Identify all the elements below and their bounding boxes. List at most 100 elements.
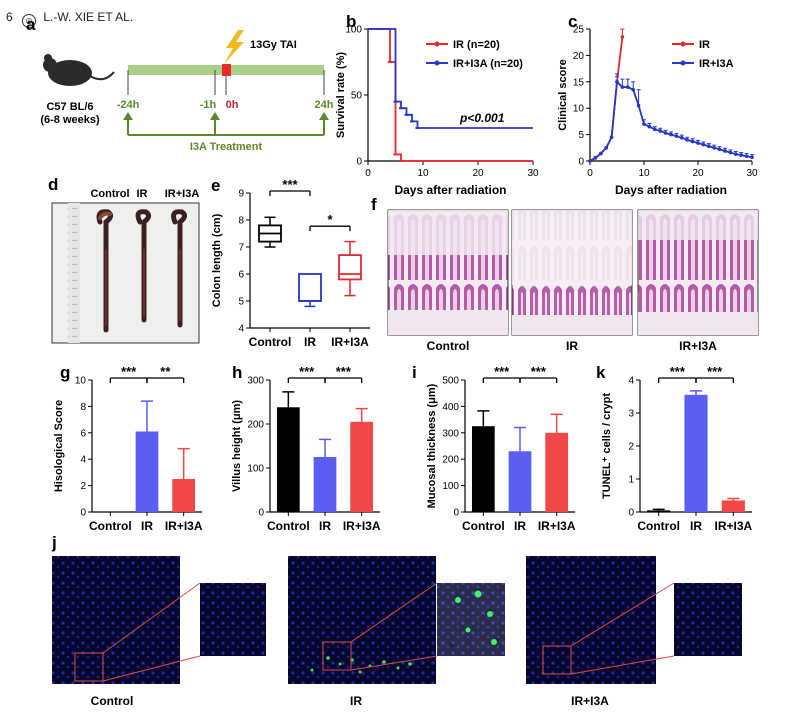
data-point <box>631 87 635 92</box>
x-tick-label: 10 <box>638 168 650 179</box>
x-tick-label: 0 <box>365 168 371 179</box>
y-tick-label: 25 <box>573 25 585 36</box>
data-point <box>593 156 598 160</box>
category-label: Control <box>89 519 132 533</box>
x-axis-label: Days after radiation <box>615 183 727 197</box>
page-header: 6 ◎ L.-W. XIE ET AL. <box>6 10 133 28</box>
bar <box>350 421 374 512</box>
significance-label: *** <box>707 364 723 379</box>
panel-j: j <box>51 533 742 708</box>
bar <box>684 394 708 512</box>
legend-label: IR+I3A (n=20) <box>453 58 523 70</box>
series-line <box>368 28 533 162</box>
mouse-strain: C57 BL/6 <box>46 101 93 113</box>
panel-d-letter: d <box>48 175 58 194</box>
chart-h: h 0 100 200 300 Villus height (μm) Control IR IR… <box>231 363 381 533</box>
y-tick-label: 100 <box>345 25 362 36</box>
data-point <box>615 80 619 84</box>
chart-b: b 0 50 100 Survival rate (%) 0 10 20 30 Days afte… <box>335 12 539 197</box>
x-tick-label: 10 <box>417 168 429 179</box>
category-label: Control <box>249 335 292 349</box>
data-point <box>674 134 679 138</box>
y-tick-label: 20 <box>573 51 585 62</box>
panel-f-letter: f <box>371 195 377 214</box>
mouse-age: (6-8 weeks) <box>40 114 100 126</box>
data-point <box>690 139 695 144</box>
tunel-image-control <box>52 556 180 684</box>
panel-a: a C57 BL/6 (6-8 weeks) 13Gy TAI -24h -1h… <box>26 15 334 153</box>
data-point <box>669 132 673 137</box>
y-tick-label: 1 <box>628 475 634 486</box>
chart-k: k 0 1 2 3 4 TUNEL⁺ cells / crypt Control IR IR+I3… <box>596 363 753 533</box>
bar <box>508 451 532 512</box>
tunel-zoom-control <box>200 583 266 656</box>
category-label: IR+I3A <box>165 519 203 533</box>
category-label: IR+I3A <box>343 519 381 533</box>
x-tick-label: 20 <box>692 168 704 179</box>
category-label: Control <box>267 519 310 533</box>
legend-marker <box>680 41 686 47</box>
data-point <box>734 152 738 156</box>
bar <box>471 426 495 512</box>
y-tick-label: 15 <box>573 77 585 88</box>
tunel-image-ir <box>288 556 436 684</box>
significance-label: *** <box>282 177 298 192</box>
tunel-zoom-ir <box>437 583 505 656</box>
y-tick-label: 0 <box>80 508 86 519</box>
treatment-arrows <box>123 112 329 136</box>
x-tick-label: 0 <box>587 168 593 179</box>
y-tick-label: 9 <box>238 189 244 200</box>
y-tick-label: 10 <box>573 104 585 115</box>
chart-c: c 0 5 10 15 20 25 Clinical score 0 10 20 30 Days aft… <box>557 12 758 197</box>
series-line <box>589 36 624 162</box>
significance-label: *** <box>531 364 547 379</box>
bar <box>135 431 159 512</box>
bar <box>721 500 745 512</box>
box <box>298 273 322 302</box>
category-label: Control <box>637 519 680 533</box>
page-number: 6 <box>6 10 13 24</box>
y-tick-label: 300 <box>247 376 264 387</box>
data-point <box>680 135 684 140</box>
y-tick-label: 50 <box>351 91 363 102</box>
panel-b-letter: b <box>346 12 356 31</box>
bar <box>276 407 300 512</box>
legend-label: IR (n=20) <box>453 39 500 51</box>
chart-e: e 4 5 6 7 8 9 Colon length (cm) Control IR IR+I3A *… <box>211 176 370 349</box>
category-label: IR <box>514 519 526 533</box>
p-value-annotation: p<0.001 <box>459 111 505 125</box>
y-tick-label: 300 <box>442 428 459 439</box>
data-point <box>626 85 630 89</box>
x-axis-label: Days after radiation <box>394 183 506 197</box>
panel-a-letter: a <box>26 15 36 34</box>
category-label: IR+I3A <box>538 519 576 533</box>
data-point <box>701 142 706 147</box>
panel-c-letter: c <box>568 12 577 31</box>
data-point <box>728 150 733 155</box>
y-tick-label: 8 <box>80 402 86 413</box>
significance-label: *** <box>494 364 510 379</box>
tunel-label-ir: IR <box>350 694 362 708</box>
y-tick-label: 2 <box>80 481 86 492</box>
photo-label-ir: IR <box>137 188 148 200</box>
y-tick-label: 100 <box>442 481 459 492</box>
y-tick-label: 3 <box>628 409 634 420</box>
y-tick-label: 100 <box>247 464 264 475</box>
chart-i: i 0 100 200 300 400 500 Mucosal thickness (μm) C… <box>412 363 576 533</box>
category-label: IR <box>141 519 153 533</box>
y-axis-label: Clinical score <box>557 59 569 131</box>
tunel-zoom-ir-i3a <box>674 583 742 656</box>
data-point <box>647 124 652 129</box>
y-axis-label: Mucosal thickness (μm) <box>426 383 438 508</box>
y-axis-label: Colon length (cm) <box>211 213 223 307</box>
y-tick-label: 500 <box>442 376 459 387</box>
data-point <box>744 154 749 159</box>
data-point <box>717 147 722 152</box>
y-tick-label: 4 <box>628 376 634 387</box>
significance-label: ** <box>160 364 171 379</box>
data-point <box>636 103 641 108</box>
data-point <box>685 138 689 142</box>
